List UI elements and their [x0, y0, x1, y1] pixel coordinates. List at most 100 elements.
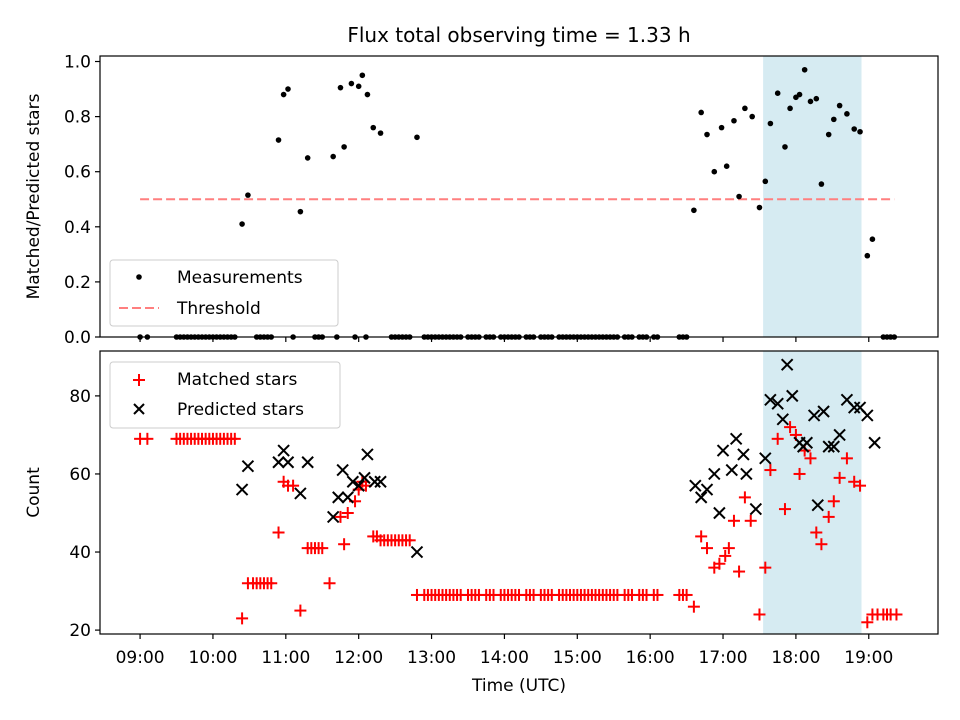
- matched-star-point: [228, 432, 241, 445]
- predicted-star-point: [410, 545, 424, 559]
- y-tick-label: 40: [69, 543, 91, 563]
- matched-star-point: [815, 538, 828, 551]
- top-y-ticks: 0.0 0.2 0.4 0.6 0.8 1.0: [64, 53, 100, 348]
- matched-star-point: [778, 503, 791, 516]
- matched-star-point: [141, 432, 154, 445]
- measurement-point: [762, 178, 769, 185]
- count-points: [134, 358, 903, 629]
- measurement-point: [767, 120, 774, 127]
- measurement-point: [698, 109, 704, 116]
- matched-star-point: [822, 510, 835, 523]
- bottom-highlight-span: [763, 351, 862, 634]
- legend-threshold-label: Threshold: [176, 299, 261, 319]
- bottom-legend: Matched stars Predicted stars: [109, 361, 341, 429]
- matched-star-point: [861, 616, 874, 629]
- measurement-point: [704, 131, 710, 138]
- matched-star-point: [793, 467, 806, 480]
- predicted-star-point: [759, 452, 772, 465]
- measurement-point: [844, 111, 850, 117]
- y-tick-label: 0.0: [64, 328, 91, 348]
- predicted-star-point: [713, 506, 726, 520]
- predicted-star-point: [241, 459, 255, 473]
- matched-star-point: [764, 464, 777, 477]
- predicted-star-point: [346, 475, 360, 488]
- predicted-star-point: [336, 463, 349, 477]
- measurement-point: [691, 207, 697, 214]
- predicted-star-point: [764, 393, 777, 407]
- predicted-star-point: [341, 491, 354, 504]
- legend-measurements-label: Measurements: [177, 268, 303, 288]
- x-tick-label: 17:00: [699, 648, 748, 668]
- predicted-star-point: [807, 409, 821, 422]
- matched-star-point: [236, 612, 249, 625]
- predicted-star-point: [694, 491, 708, 504]
- measurement-point: [330, 153, 336, 160]
- predicted-star-point: [833, 428, 846, 442]
- measurement-point: [731, 117, 737, 124]
- predicted-star-point: [868, 436, 881, 449]
- measurement-point: [807, 98, 814, 105]
- matched-star-point: [854, 479, 867, 492]
- predicted-star-point: [294, 487, 307, 500]
- predicted-star-point: [847, 401, 861, 414]
- measurement-point: [818, 181, 825, 187]
- matched-star-point: [651, 588, 664, 601]
- measurement-point: [377, 130, 384, 136]
- x-tick-label: 09:00: [116, 648, 165, 668]
- measurement-point: [718, 124, 725, 131]
- matched-star-point: [680, 588, 693, 601]
- legend-measurement-marker: [136, 274, 142, 280]
- matched-star-point: [753, 608, 766, 621]
- predicted-star-point: [800, 436, 814, 449]
- measurement-point: [239, 221, 245, 227]
- measurement-point: [414, 134, 420, 141]
- predicted-star-point: [729, 432, 743, 446]
- y-tick-label: 0.6: [64, 163, 91, 183]
- predicted-star-point: [689, 479, 702, 492]
- matched-star-point: [272, 526, 285, 539]
- measurement-point: [297, 208, 304, 215]
- bottom-axes-frame: [99, 350, 939, 635]
- matched-star-point: [323, 577, 336, 590]
- figure-title: Flux total observing time = 1.33 h: [347, 23, 690, 47]
- predicted-star-point: [281, 456, 295, 469]
- x-tick-label: 14:00: [480, 648, 529, 668]
- legend-predicted-marker: [133, 403, 145, 415]
- predicted-star-point: [749, 502, 763, 516]
- matched-star-point: [287, 479, 300, 492]
- measurement-point: [337, 84, 344, 91]
- top-y-axis-label: Matched/Predicted stars: [24, 93, 44, 299]
- measurement-point: [304, 155, 311, 161]
- matched-star-point: [713, 557, 726, 570]
- matched-star-point: [687, 600, 700, 613]
- matched-star-point: [403, 534, 416, 547]
- measurement-point: [280, 91, 287, 98]
- predicted-star-point: [780, 358, 794, 371]
- x-tick-label: 11:00: [261, 648, 310, 668]
- matched-star-point: [294, 604, 307, 617]
- matched-star-point: [890, 608, 903, 621]
- predicted-star-point: [811, 498, 824, 512]
- x-tick-label: 18:00: [771, 648, 820, 668]
- predicted-star-point: [771, 397, 784, 410]
- predicted-star-point: [740, 467, 753, 481]
- y-tick-label: 0.4: [64, 218, 91, 238]
- predicted-star-point: [301, 456, 314, 469]
- x-tick-label: 15:00: [553, 648, 602, 668]
- predicted-star-point: [277, 444, 290, 457]
- measurement-point: [364, 91, 371, 98]
- top-highlight-span: [763, 56, 862, 337]
- measurement-point: [285, 86, 291, 92]
- x-tick-label: 16:00: [626, 648, 675, 668]
- measurement-point: [787, 105, 793, 112]
- predicted-star-point: [700, 483, 714, 496]
- measurement-point: [355, 83, 362, 90]
- matched-star-point: [827, 495, 840, 508]
- measurement-point: [742, 105, 748, 112]
- matched-star-point: [810, 526, 823, 539]
- measurement-point: [370, 124, 377, 131]
- measurement-point: [736, 193, 742, 200]
- y-tick-label: 0.8: [64, 108, 91, 128]
- predicted-star-point: [725, 463, 738, 477]
